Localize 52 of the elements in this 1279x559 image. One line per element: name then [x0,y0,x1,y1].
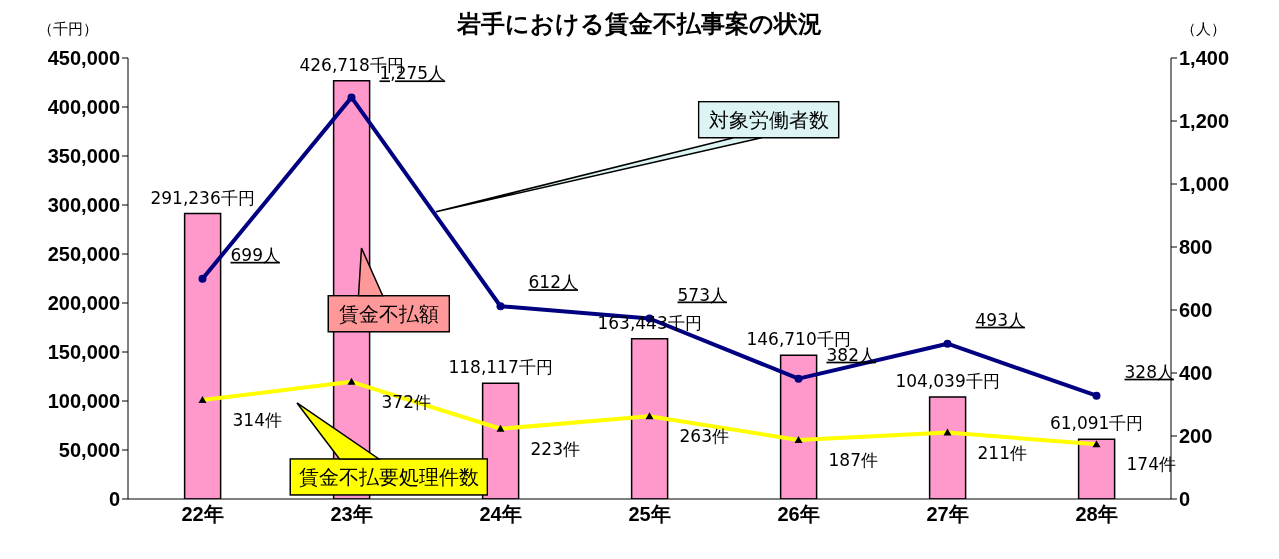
point [1092,391,1101,400]
point [496,302,505,311]
callout-box: 賃金不払額 [327,247,450,333]
y2-axis-title: （人） [1181,20,1226,39]
y-tick-label: 400,000 [47,96,120,119]
x-tick-label: 26年 [777,503,820,526]
series-label: 賃金不払額 [338,301,439,326]
data-label: 118,117千円 [448,357,553,378]
y-tick-label: 450,000 [47,47,120,70]
data-label: 104,039千円 [895,371,1000,392]
point [198,274,207,283]
y2-tick-label: 1,400 [1179,47,1230,70]
x-tick-label: 27年 [926,503,969,526]
chart-title: 岩手における賃金不払事案の状況 [457,10,822,38]
data-label: 211件 [977,442,1027,463]
x-tick-label: 23年 [330,503,373,526]
data-label: 291,236千円 [150,187,255,208]
y-tick-label: 200,000 [47,292,120,315]
x-tick-label: 25年 [628,503,671,526]
y2-tick-label: 200 [1179,425,1213,448]
data-label: 263件 [679,426,729,447]
data-label: 187件 [828,450,878,471]
data-label: 493人 [975,309,1025,330]
y-tick-label: 100,000 [47,390,120,413]
y-tick-label: 300,000 [47,194,120,217]
y-tick-label: 50,000 [58,439,120,462]
data-label: 699人 [230,244,280,265]
y-axis-title: （千円） [38,20,98,39]
x-tick-label: 28年 [1075,503,1118,526]
y-tick-label: 0 [108,488,120,511]
y2-tick-label: 1,200 [1179,110,1230,133]
y2-tick-label: 1,000 [1179,173,1230,196]
y2-tick-label: 0 [1179,488,1191,511]
y-tick-label: 150,000 [47,341,120,364]
y2-tick-label: 600 [1179,299,1213,322]
data-label: 174件 [1126,454,1176,475]
point [943,339,952,348]
data-label: 223件 [530,438,580,459]
data-label: 573人 [677,284,727,305]
y-tick-label: 350,000 [47,145,120,168]
data-label: 314件 [232,410,282,431]
y2-tick-label: 800 [1179,236,1213,259]
data-label: 328人 [1124,361,1174,382]
data-label: 61,091千円 [1049,413,1144,434]
y2-tick-label: 400 [1179,362,1213,385]
data-label: 612人 [528,272,578,293]
x-tick-label: 24年 [479,503,522,526]
point [794,374,803,383]
x-tick-label: 22年 [181,503,224,526]
series-label: 賃金不払要処理件数 [298,464,479,489]
y-tick-label: 250,000 [47,243,120,266]
point [347,93,356,102]
